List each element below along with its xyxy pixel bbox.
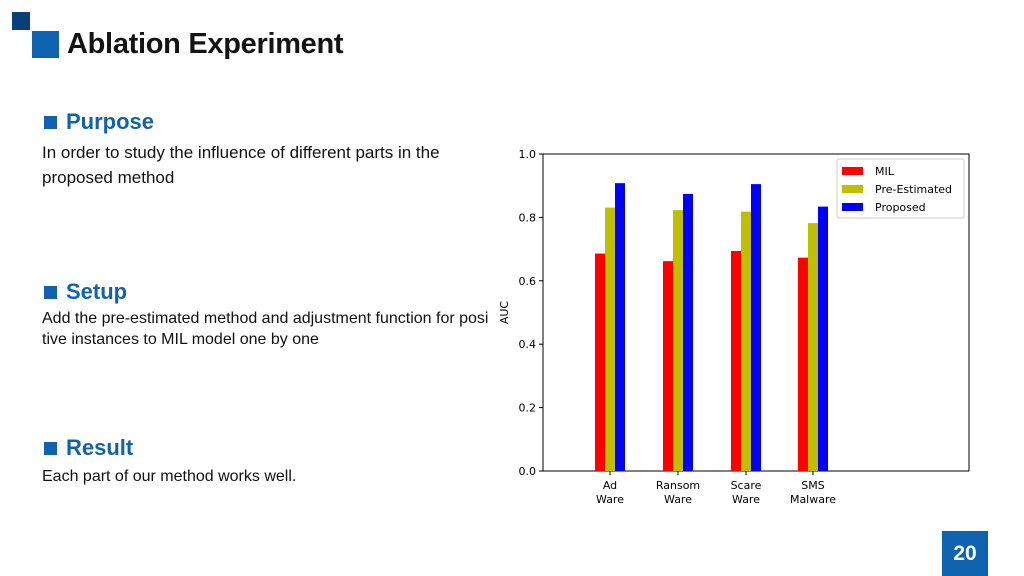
bar-proposed-0 [615, 183, 625, 471]
bar-pre-estimated-1 [673, 210, 683, 471]
result-heading: Result [66, 435, 134, 460]
logo-square-blue [32, 31, 59, 58]
legend-swatch [842, 167, 863, 175]
y-tick-label: 0.2 [519, 402, 537, 415]
setup-text: Add the pre-estimated method and adjustm… [42, 310, 489, 348]
y-tick-label: 0.8 [519, 211, 537, 224]
result-text: Each part of our method works well. [42, 468, 297, 485]
bar-mil-1 [663, 261, 673, 471]
x-tick-label: SMS [801, 479, 824, 492]
square-bullet-icon [44, 285, 57, 299]
bar-proposed-1 [683, 193, 693, 471]
x-tick-label: Ransom [656, 479, 700, 492]
purpose-text: In order to study the influence of diffe… [42, 143, 440, 187]
y-tick-label: 0.0 [519, 465, 537, 478]
square-bullet-icon [44, 441, 57, 455]
legend-label: Proposed [875, 201, 926, 214]
bar-mil-2 [731, 251, 741, 471]
x-tick-label: Scare [731, 479, 762, 492]
legend-swatch [842, 185, 863, 193]
auc-bar-chart: 0.00.20.40.60.81.0AUCAdWareRansomWareSca… [498, 148, 970, 506]
square-bullet-icon [44, 115, 57, 129]
legend-box [836, 158, 965, 219]
slide-title: Ablation Experiment [67, 28, 344, 60]
y-axis-label: AUC [498, 301, 511, 325]
bar-proposed-3 [818, 206, 828, 471]
legend-label: Pre-Estimated [875, 183, 952, 196]
bar-proposed-2 [751, 184, 761, 472]
bar-pre-estimated-0 [605, 207, 615, 471]
legend-swatch [842, 203, 863, 211]
page-number-badge: 20 [942, 531, 988, 576]
bar-pre-estimated-3 [808, 223, 818, 471]
purpose-heading: Purpose [66, 109, 155, 134]
y-tick-label: 0.6 [519, 275, 537, 288]
bar-mil-0 [595, 253, 605, 471]
x-tick-label: Malware [790, 493, 836, 506]
x-tick-label: Ad [603, 479, 617, 492]
bar-mil-3 [798, 257, 808, 471]
y-tick-label: 1.0 [519, 148, 537, 161]
y-tick-label: 0.4 [519, 338, 537, 351]
bar-pre-estimated-2 [741, 211, 751, 471]
section-heading-result: Result [44, 435, 133, 461]
x-tick-label: Ware [596, 493, 624, 506]
x-tick-label: Ware [732, 493, 760, 506]
section-heading-setup: Setup [44, 279, 127, 305]
logo-square-dark [12, 12, 30, 30]
setup-heading: Setup [66, 279, 128, 304]
x-tick-label: Ware [664, 493, 692, 506]
section-heading-purpose: Purpose [44, 109, 154, 135]
legend-label: MIL [875, 165, 895, 178]
